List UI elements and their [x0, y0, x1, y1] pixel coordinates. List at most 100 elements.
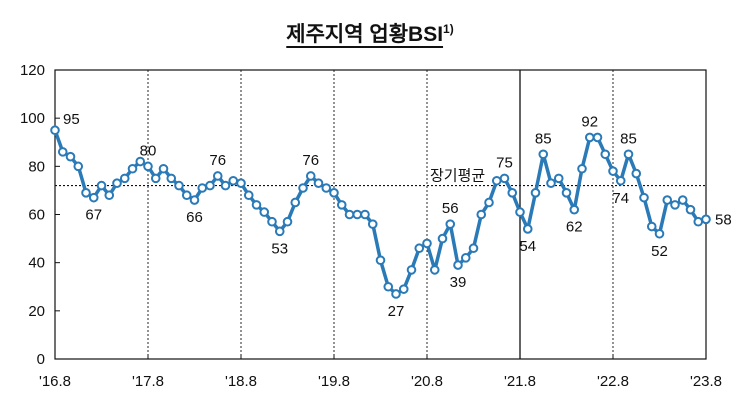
data-point [484, 197, 494, 208]
data-point [65, 151, 76, 162]
chart-title-text: 제주지역 업황BSI [286, 23, 444, 46]
data-point [670, 200, 680, 210]
data-point [577, 163, 587, 174]
data-point [491, 175, 502, 186]
x-tick-label: '17.8 [132, 373, 164, 390]
data-label: 66 [186, 209, 203, 226]
y-tick-label: 40 [28, 255, 45, 272]
data-label: 76 [209, 152, 226, 169]
data-point [158, 163, 169, 174]
x-tick-label: '23.8 [690, 373, 722, 390]
data-point [530, 188, 541, 198]
data-point [646, 221, 657, 232]
long-term-average-label: 장기평균 [430, 168, 485, 185]
data-point [189, 195, 200, 205]
data-label: 56 [442, 200, 459, 217]
plot-border [54, 69, 707, 360]
y-tick-label: 100 [20, 110, 45, 127]
data-point [143, 161, 153, 172]
data-point [662, 195, 673, 205]
data-label: 27 [388, 303, 405, 320]
data-point [298, 183, 308, 193]
data-point [515, 207, 525, 217]
data-point [569, 204, 580, 215]
data-point [236, 178, 246, 188]
data-point [437, 233, 448, 244]
data-point [313, 178, 324, 188]
data-point [654, 228, 665, 239]
y-tick-label: 120 [20, 62, 45, 79]
data-point [274, 226, 285, 237]
data-point [336, 200, 347, 210]
x-tick-label: '20.8 [411, 373, 443, 390]
x-tick-label: '18.8 [225, 373, 257, 390]
data-point [701, 214, 711, 225]
data-point [561, 188, 572, 198]
data-point [584, 132, 595, 143]
data-point [135, 156, 146, 167]
chart-title: 제주지역 업황BSI1) [0, 18, 740, 48]
data-point [468, 243, 479, 254]
plot-frame [54, 69, 707, 360]
data-point [685, 204, 696, 215]
data-point [344, 209, 355, 220]
data-point [57, 147, 68, 157]
data-point [623, 149, 634, 160]
data-point [243, 190, 254, 201]
data-point [50, 125, 60, 136]
data-label: 58 [715, 211, 732, 228]
data-point [112, 178, 122, 188]
data-label: 80 [140, 142, 157, 159]
data-point [476, 209, 487, 220]
x-tick-label: '16.8 [39, 373, 71, 390]
data-label: 85 [620, 130, 637, 147]
bsi-series-points [50, 125, 711, 299]
data-point [290, 197, 301, 208]
data-point [538, 149, 549, 160]
data-point [127, 163, 138, 174]
data-point [360, 209, 370, 220]
data-point [445, 219, 456, 229]
data-point [553, 173, 564, 184]
y-tick-label: 60 [28, 207, 45, 224]
data-point [414, 243, 425, 254]
data-point [282, 216, 293, 227]
data-label: 85 [535, 130, 552, 147]
data-point [73, 161, 84, 172]
data-point [329, 188, 339, 198]
data-point [212, 171, 223, 181]
data-label: 52 [651, 243, 668, 260]
data-label: 95 [63, 111, 80, 128]
data-point [174, 180, 184, 191]
data-point [391, 289, 401, 299]
data-point [422, 238, 432, 249]
data-label: 39 [450, 274, 467, 291]
data-point [352, 209, 363, 220]
data-point [600, 149, 611, 160]
data-point [197, 183, 208, 193]
data-point [220, 180, 231, 191]
x-tick-label: '21.8 [504, 373, 536, 390]
data-labels: 95 67 80 66 76 53 76 27 56 39 75 54 85 62 92 74 85 52 58 [63, 111, 732, 320]
data-point [228, 175, 239, 186]
data-point [96, 180, 107, 191]
data-label: 74 [612, 190, 629, 207]
y-tick-label: 20 [28, 303, 45, 320]
y-axis-ticks: 0 20 40 60 80 100 120 [20, 62, 60, 368]
data-point [429, 265, 440, 275]
data-point [631, 168, 642, 179]
data-point [522, 224, 533, 234]
data-point [119, 173, 130, 184]
data-label: 67 [85, 207, 102, 224]
data-label: 76 [302, 152, 319, 169]
chart-title-note: 1) [443, 22, 454, 36]
data-point [398, 284, 409, 294]
data-point [259, 207, 270, 217]
y-tick-label: 80 [28, 158, 45, 175]
data-point [608, 166, 618, 176]
data-point [150, 173, 161, 184]
data-label: 75 [496, 154, 513, 171]
data-point [267, 216, 277, 227]
data-point [251, 200, 262, 210]
